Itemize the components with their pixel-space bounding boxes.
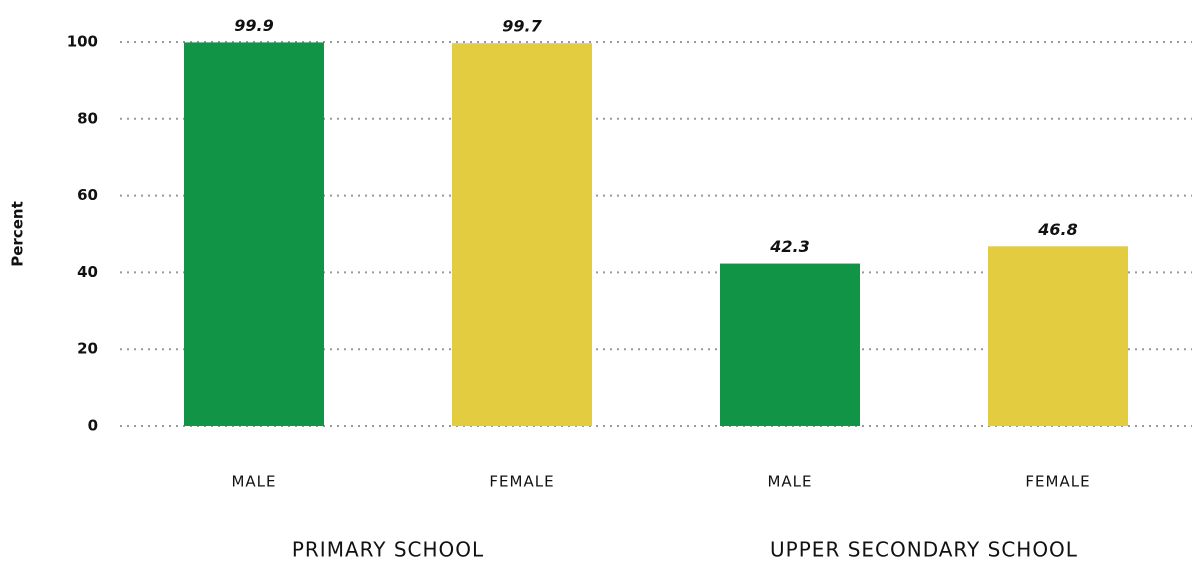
value-label: 42.3 [769,237,809,256]
x-tick-label: MALE [231,473,276,491]
y-tick-label: 40 [77,263,98,281]
y-tick-label: 0 [88,417,98,435]
x-tick-label: FEMALE [1025,473,1090,491]
x-tick-label: MALE [767,473,812,491]
x-tick-label: FEMALE [489,473,554,491]
value-label: 99.7 [502,17,542,36]
group-label: PRIMARY SCHOOL [292,538,484,562]
value-label: 46.8 [1037,220,1077,239]
bar [184,42,324,426]
value-label: 99.9 [234,16,273,35]
bar [720,263,860,426]
y-tick-label: 60 [77,186,98,204]
y-axis-title: Percent [9,201,27,266]
y-tick-label: 80 [77,109,98,127]
y-tick-label: 100 [67,33,98,51]
bar [988,246,1128,426]
group-label: UPPER SECONDARY SCHOOL [770,538,1078,562]
y-tick-label: 20 [77,340,98,358]
bar [452,43,592,426]
